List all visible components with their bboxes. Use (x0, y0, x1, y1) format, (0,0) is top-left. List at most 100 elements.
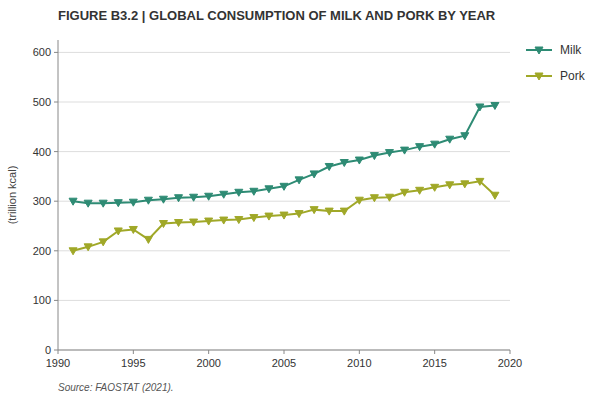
x-tick-label: 2005 (272, 357, 296, 369)
y-tick (54, 201, 58, 202)
point (461, 181, 469, 188)
grid-line (58, 350, 510, 351)
y-tick-label: 100 (33, 294, 51, 306)
point (416, 187, 424, 194)
point (401, 189, 409, 196)
point (370, 195, 378, 202)
point (175, 220, 183, 227)
point (491, 192, 499, 199)
x-tick (284, 350, 285, 354)
x-tick (434, 350, 435, 354)
y-tick (54, 52, 58, 53)
point (205, 193, 213, 200)
point (295, 177, 303, 184)
legend-marker (535, 73, 543, 80)
y-tick (54, 250, 58, 251)
point (340, 160, 348, 167)
y-axis-line (58, 40, 59, 350)
y-tick-label: 600 (33, 46, 51, 58)
point (295, 211, 303, 218)
point (401, 147, 409, 154)
title: FIGURE B3.2 | GLOBAL CONSUMPTION OF MILK… (58, 8, 496, 23)
point (159, 221, 167, 228)
point (235, 217, 243, 224)
series-line (73, 181, 495, 250)
point (476, 104, 484, 111)
point (310, 207, 318, 214)
x-tick-label: 2020 (498, 357, 522, 369)
point (159, 196, 167, 203)
x-tick (510, 350, 511, 354)
point (310, 171, 318, 178)
grid-line (58, 52, 510, 53)
point (84, 200, 92, 207)
point (129, 226, 137, 233)
point (265, 213, 273, 220)
y-tick-label: 500 (33, 96, 51, 108)
x-axis: 1990199520002005201020152020 (46, 40, 522, 369)
point (280, 183, 288, 190)
point (385, 194, 393, 201)
legend-label: Pork (560, 69, 586, 83)
point (416, 144, 424, 151)
point (114, 200, 122, 207)
y-grid: 0100200300400500600 (33, 46, 510, 356)
point (431, 141, 439, 148)
x-tick-label: 2000 (196, 357, 220, 369)
y-tick-label: 200 (33, 245, 51, 257)
point (325, 163, 333, 170)
annotation: Source: FAOSTAT (2021). (58, 382, 174, 393)
x-tick (208, 350, 209, 354)
point (265, 186, 273, 193)
point (220, 191, 228, 198)
point (144, 236, 152, 243)
y-tick-label: 0 (45, 344, 51, 356)
series-1 (69, 178, 499, 254)
y-tick (54, 102, 58, 103)
point (355, 157, 363, 164)
point (69, 198, 77, 205)
point (250, 215, 258, 222)
grid-line (58, 151, 510, 152)
chart: FIGURE B3.2 | GLOBAL CONSUMPTION OF MILK… (0, 0, 614, 403)
point (114, 228, 122, 235)
point (491, 102, 499, 109)
x-axis-line (58, 350, 510, 351)
x-tick-label: 1995 (121, 357, 145, 369)
point (431, 184, 439, 191)
point (235, 189, 243, 196)
y-tick (54, 300, 58, 301)
legend-label: Milk (560, 43, 582, 57)
point (446, 182, 454, 189)
point (355, 197, 363, 204)
grid-line (58, 250, 510, 251)
legend-marker (535, 47, 543, 54)
point (69, 248, 77, 255)
series-0 (69, 102, 499, 207)
point (99, 239, 107, 246)
legend: Milk Pork (526, 43, 586, 83)
point (84, 244, 92, 251)
point (461, 133, 469, 140)
plot-area (69, 102, 499, 254)
point (446, 136, 454, 143)
point (280, 212, 288, 219)
y-tick-label: 300 (33, 195, 51, 207)
point (99, 200, 107, 207)
point (250, 188, 258, 195)
point (370, 153, 378, 160)
point (190, 219, 198, 226)
x-tick (133, 350, 134, 354)
point (175, 195, 183, 202)
point (205, 218, 213, 225)
x-tick-label: 1990 (46, 357, 70, 369)
point (325, 208, 333, 215)
point (190, 194, 198, 201)
point (385, 150, 393, 157)
point (129, 199, 137, 206)
point (340, 208, 348, 215)
grid-line (58, 300, 510, 301)
point (144, 197, 152, 204)
grid-line (58, 102, 510, 103)
y-tick (54, 350, 58, 351)
